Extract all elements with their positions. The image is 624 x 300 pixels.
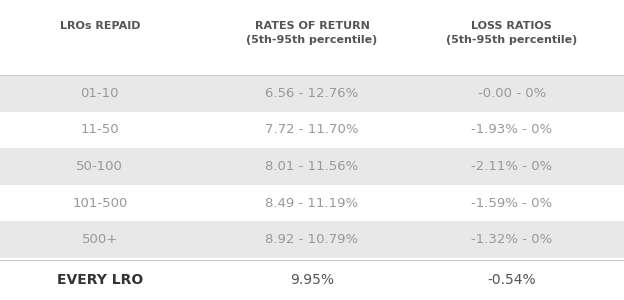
Text: -1.32% - 0%: -1.32% - 0% — [471, 233, 552, 246]
Text: 6.56 - 12.76%: 6.56 - 12.76% — [265, 87, 359, 100]
Text: 101-500: 101-500 — [72, 196, 127, 210]
Text: RATES OF RETURN
(5th-95th percentile): RATES OF RETURN (5th-95th percentile) — [246, 21, 378, 45]
Text: LROs REPAID: LROs REPAID — [59, 21, 140, 31]
Text: 7.72 - 11.70%: 7.72 - 11.70% — [265, 123, 359, 136]
Text: -2.11% - 0%: -2.11% - 0% — [471, 160, 552, 173]
Bar — [0, 148, 624, 185]
Text: 9.95%: 9.95% — [290, 274, 334, 287]
Text: -1.93% - 0%: -1.93% - 0% — [471, 123, 552, 136]
Text: 11-50: 11-50 — [80, 123, 119, 136]
Text: -0.54%: -0.54% — [487, 274, 536, 287]
Text: 8.92 - 10.79%: 8.92 - 10.79% — [265, 233, 359, 246]
Text: LOSS RATIOS
(5th-95th percentile): LOSS RATIOS (5th-95th percentile) — [446, 21, 577, 45]
Text: 01-10: 01-10 — [80, 87, 119, 100]
Text: EVERY LRO: EVERY LRO — [57, 274, 143, 287]
Text: 500+: 500+ — [82, 233, 118, 246]
Text: 8.49 - 11.19%: 8.49 - 11.19% — [265, 196, 359, 210]
Text: -1.59% - 0%: -1.59% - 0% — [471, 196, 552, 210]
Text: -0.00 - 0%: -0.00 - 0% — [477, 87, 546, 100]
Text: 50-100: 50-100 — [76, 160, 124, 173]
Bar — [0, 75, 624, 112]
Bar — [0, 221, 624, 258]
Text: 8.01 - 11.56%: 8.01 - 11.56% — [265, 160, 359, 173]
